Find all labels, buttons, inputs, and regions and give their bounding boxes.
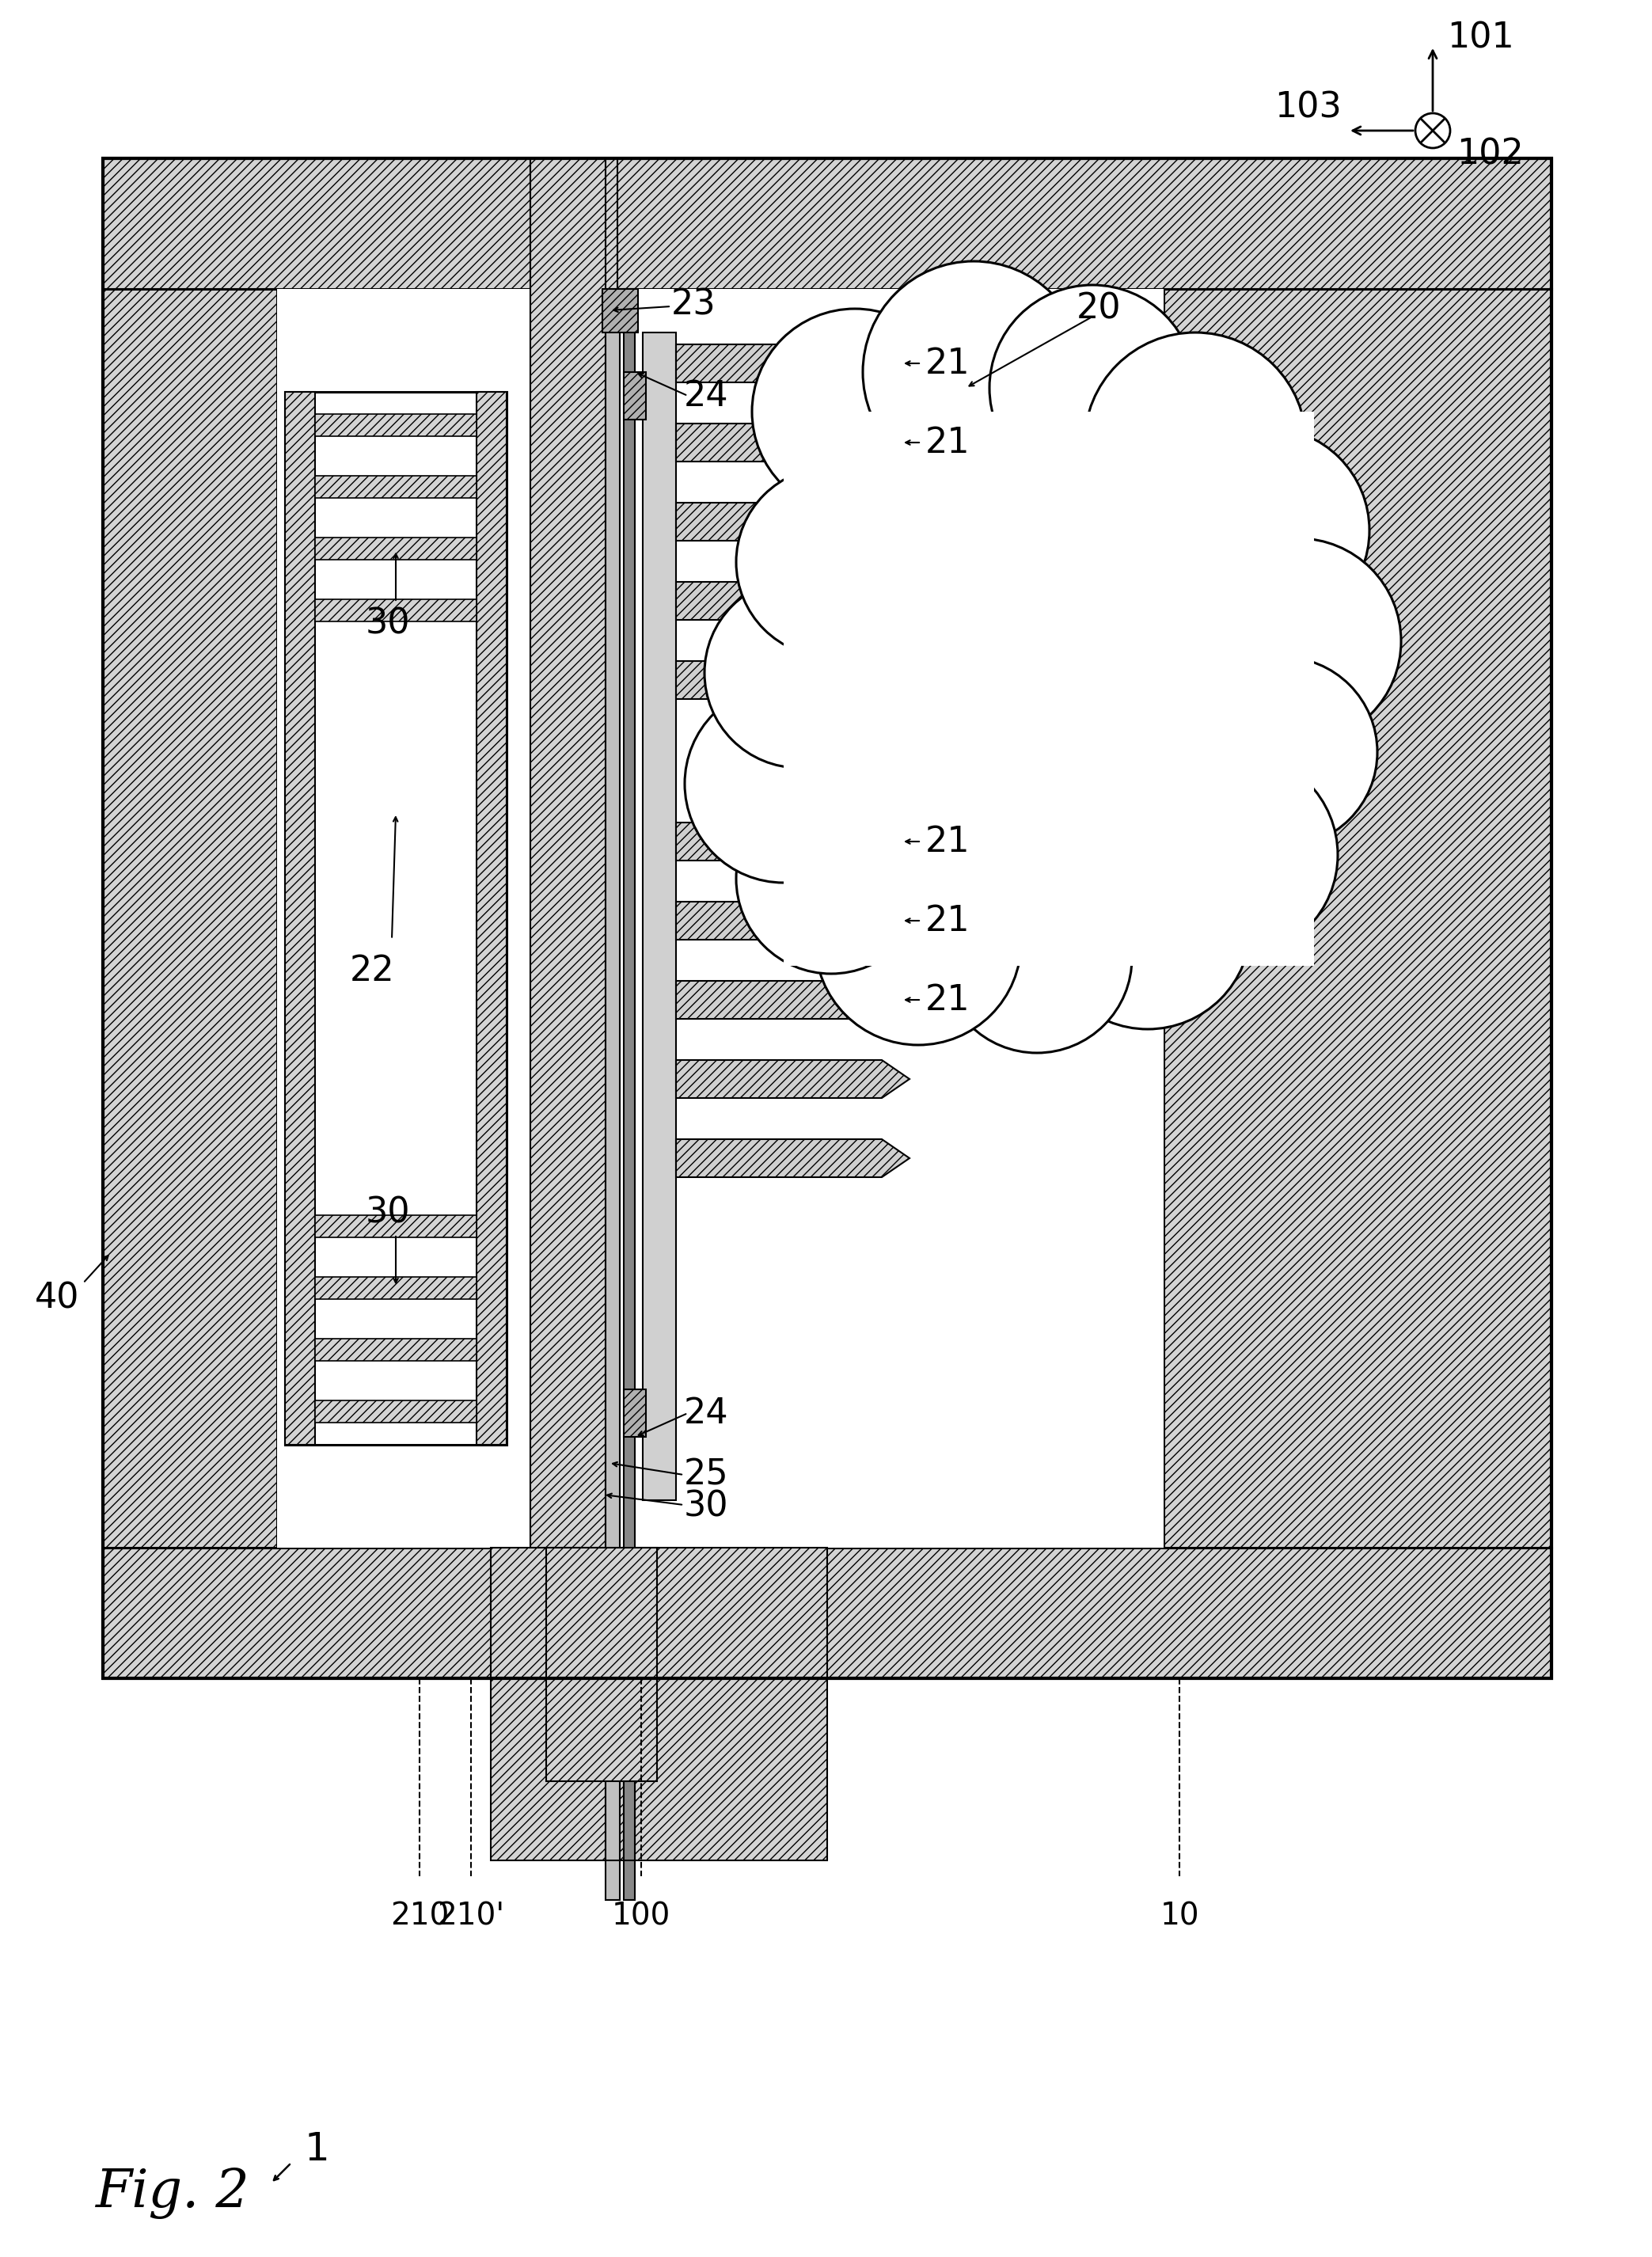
- Circle shape: [1132, 752, 1338, 957]
- Bar: [624, 1679, 634, 1860]
- Polygon shape: [676, 903, 910, 939]
- Bar: [284, 393, 507, 1444]
- Polygon shape: [676, 503, 910, 542]
- Bar: [278, 289, 1163, 1548]
- Bar: [284, 393, 316, 1444]
- Text: Fig. 2: Fig. 2: [94, 2167, 249, 2219]
- Bar: [316, 413, 476, 436]
- Bar: [624, 289, 634, 1900]
- Text: 30: 30: [365, 1196, 410, 1230]
- Text: 210': 210': [438, 1900, 504, 1930]
- Bar: [530, 158, 606, 1679]
- Circle shape: [1188, 657, 1378, 846]
- Text: 23: 23: [671, 287, 717, 323]
- Text: 10: 10: [1160, 1900, 1199, 1930]
- Polygon shape: [676, 424, 910, 460]
- Circle shape: [752, 309, 958, 515]
- Text: 20: 20: [1077, 291, 1122, 325]
- Text: 30: 30: [684, 1490, 729, 1523]
- Bar: [316, 1399, 476, 1422]
- Text: 102: 102: [1457, 138, 1523, 172]
- Bar: [316, 537, 476, 560]
- Bar: [102, 158, 1551, 289]
- Circle shape: [1044, 824, 1251, 1029]
- Text: 21: 21: [925, 345, 970, 381]
- Polygon shape: [676, 345, 910, 381]
- Polygon shape: [676, 1061, 910, 1097]
- Bar: [491, 1548, 828, 1860]
- Circle shape: [1163, 427, 1370, 634]
- Circle shape: [816, 840, 1021, 1045]
- Circle shape: [862, 262, 1084, 483]
- Text: 24: 24: [684, 379, 729, 413]
- Bar: [316, 1277, 476, 1300]
- Bar: [316, 600, 476, 621]
- Text: 1: 1: [304, 2131, 330, 2169]
- Bar: [316, 1214, 476, 1237]
- Polygon shape: [676, 982, 910, 1018]
- Text: 210: 210: [390, 1900, 449, 1930]
- Circle shape: [990, 284, 1196, 490]
- Circle shape: [704, 578, 894, 767]
- Circle shape: [684, 684, 882, 882]
- Circle shape: [1084, 332, 1307, 555]
- Text: 30: 30: [365, 607, 410, 641]
- Bar: [624, 372, 646, 420]
- Bar: [102, 158, 1551, 1679]
- Text: 100: 100: [611, 1900, 671, 1930]
- Text: 40: 40: [35, 1282, 79, 1316]
- Polygon shape: [676, 582, 910, 621]
- Text: 21: 21: [925, 427, 970, 460]
- Text: 22: 22: [350, 955, 395, 989]
- Text: 21: 21: [925, 903, 970, 937]
- Bar: [476, 393, 507, 1444]
- Text: 21: 21: [925, 982, 970, 1018]
- Polygon shape: [676, 1140, 910, 1178]
- Bar: [316, 476, 476, 499]
- Circle shape: [942, 862, 1132, 1054]
- Circle shape: [1416, 113, 1450, 149]
- Bar: [530, 158, 618, 1679]
- Bar: [783, 411, 1313, 966]
- Circle shape: [737, 467, 927, 657]
- Bar: [102, 1548, 1551, 1679]
- Bar: [643, 332, 676, 1501]
- Polygon shape: [676, 822, 910, 860]
- Bar: [1163, 289, 1551, 1548]
- Text: 101: 101: [1447, 20, 1515, 54]
- Bar: [624, 1390, 646, 1438]
- Text: 21: 21: [925, 824, 970, 858]
- Text: 103: 103: [1275, 90, 1341, 124]
- Text: 25: 25: [684, 1458, 729, 1492]
- Text: 24: 24: [684, 1397, 729, 1431]
- Bar: [603, 289, 638, 332]
- Bar: [547, 1548, 657, 1781]
- Bar: [606, 289, 620, 1900]
- Circle shape: [1196, 539, 1401, 745]
- Circle shape: [737, 783, 927, 973]
- Bar: [606, 1679, 620, 1860]
- Polygon shape: [676, 661, 910, 700]
- Bar: [530, 158, 618, 289]
- Bar: [102, 289, 278, 1548]
- Bar: [316, 1338, 476, 1361]
